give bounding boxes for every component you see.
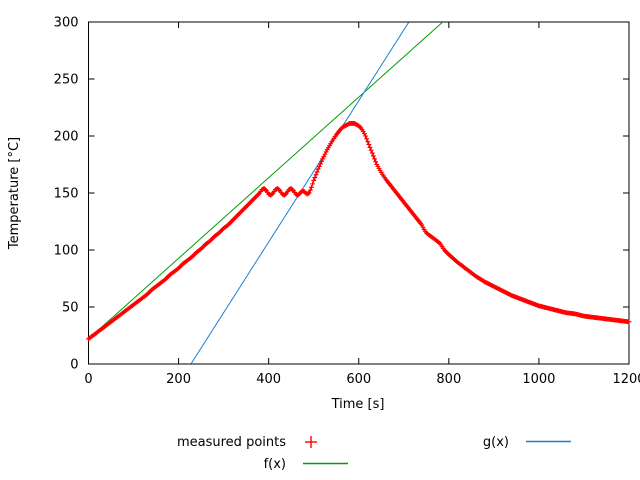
y-axis-ticks [88,21,629,365]
x-axis-ticks [88,22,630,364]
y-tick-label-100: 100 [54,244,79,259]
series-f-of-x [88,22,443,340]
y-tick-label-0: 0 [70,358,78,373]
legend-label-f-of-x: f(x) [264,457,286,472]
y-tick-label-300: 300 [54,16,79,31]
line-f(x) [88,22,443,340]
y-tick-label-150: 150 [54,187,79,202]
y-tick-label-250: 250 [54,73,79,88]
x-tick-label-200: 200 [166,372,191,387]
x-tick-label-1000: 1000 [522,372,555,387]
x-tick-label-1200: 1200 [612,372,640,387]
measured-points-markers [86,121,632,342]
legend-label-measured-points: measured points [177,435,286,450]
legend-label-g-of-x: g(x) [483,435,509,450]
x-axis-tick-labels: 0 200 400 600 800 1000 1200 [84,372,640,387]
series-measured-points [86,121,632,342]
x-axis-title: Time [s] [331,397,385,412]
x-tick-label-0: 0 [84,372,92,387]
x-tick-label-600: 600 [346,372,371,387]
y-axis-title: Temperature [°C] [7,137,22,250]
y-axis-tick-labels: 0 50 100 150 200 250 300 [54,16,79,373]
y-tick-label-50: 50 [62,301,79,316]
chart-legend: measured points g(x) f(x) [177,435,571,472]
y-tick-label-200: 200 [54,130,79,145]
legend-marker-measured-points [305,436,317,448]
x-tick-label-800: 800 [436,372,461,387]
x-tick-label-400: 400 [256,372,281,387]
